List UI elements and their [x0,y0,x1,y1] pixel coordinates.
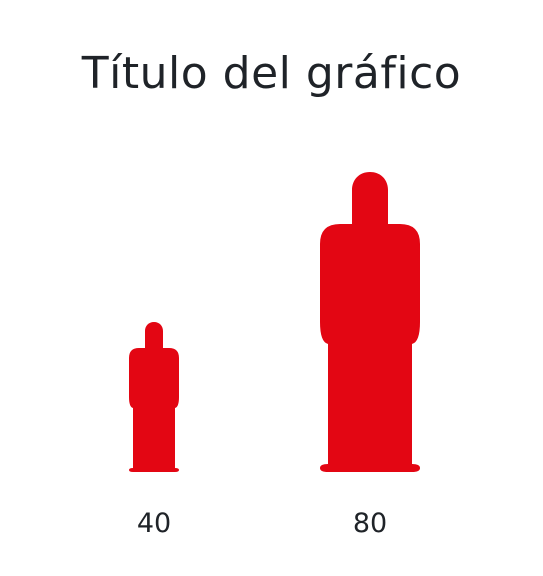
data-label-2: 80 [353,508,387,539]
data-label-1: 40 [137,508,171,539]
person-icon-bar-1 [129,322,179,472]
person-icon-bar-2 [320,172,420,472]
chart-title: Título del gráfico [81,48,462,99]
